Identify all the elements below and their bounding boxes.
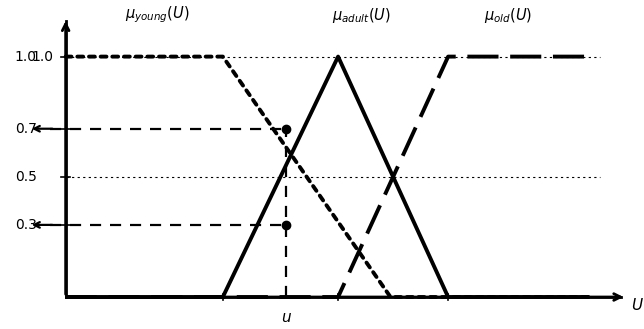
Text: 0.5: 0.5 <box>15 170 37 184</box>
Text: 1.0: 1.0 <box>15 50 37 63</box>
Text: $\mu_{young}(U)$: $\mu_{young}(U)$ <box>125 5 189 25</box>
Text: U: U <box>631 298 642 313</box>
Text: $\mu_{adult}(U)$: $\mu_{adult}(U)$ <box>332 6 391 25</box>
Text: u: u <box>281 310 290 325</box>
Text: 1.0: 1.0 <box>31 50 53 63</box>
Text: 0.7: 0.7 <box>15 122 37 136</box>
Text: $\mu_{old}(U)$: $\mu_{old}(U)$ <box>484 6 533 25</box>
Text: 0.3: 0.3 <box>15 218 37 232</box>
